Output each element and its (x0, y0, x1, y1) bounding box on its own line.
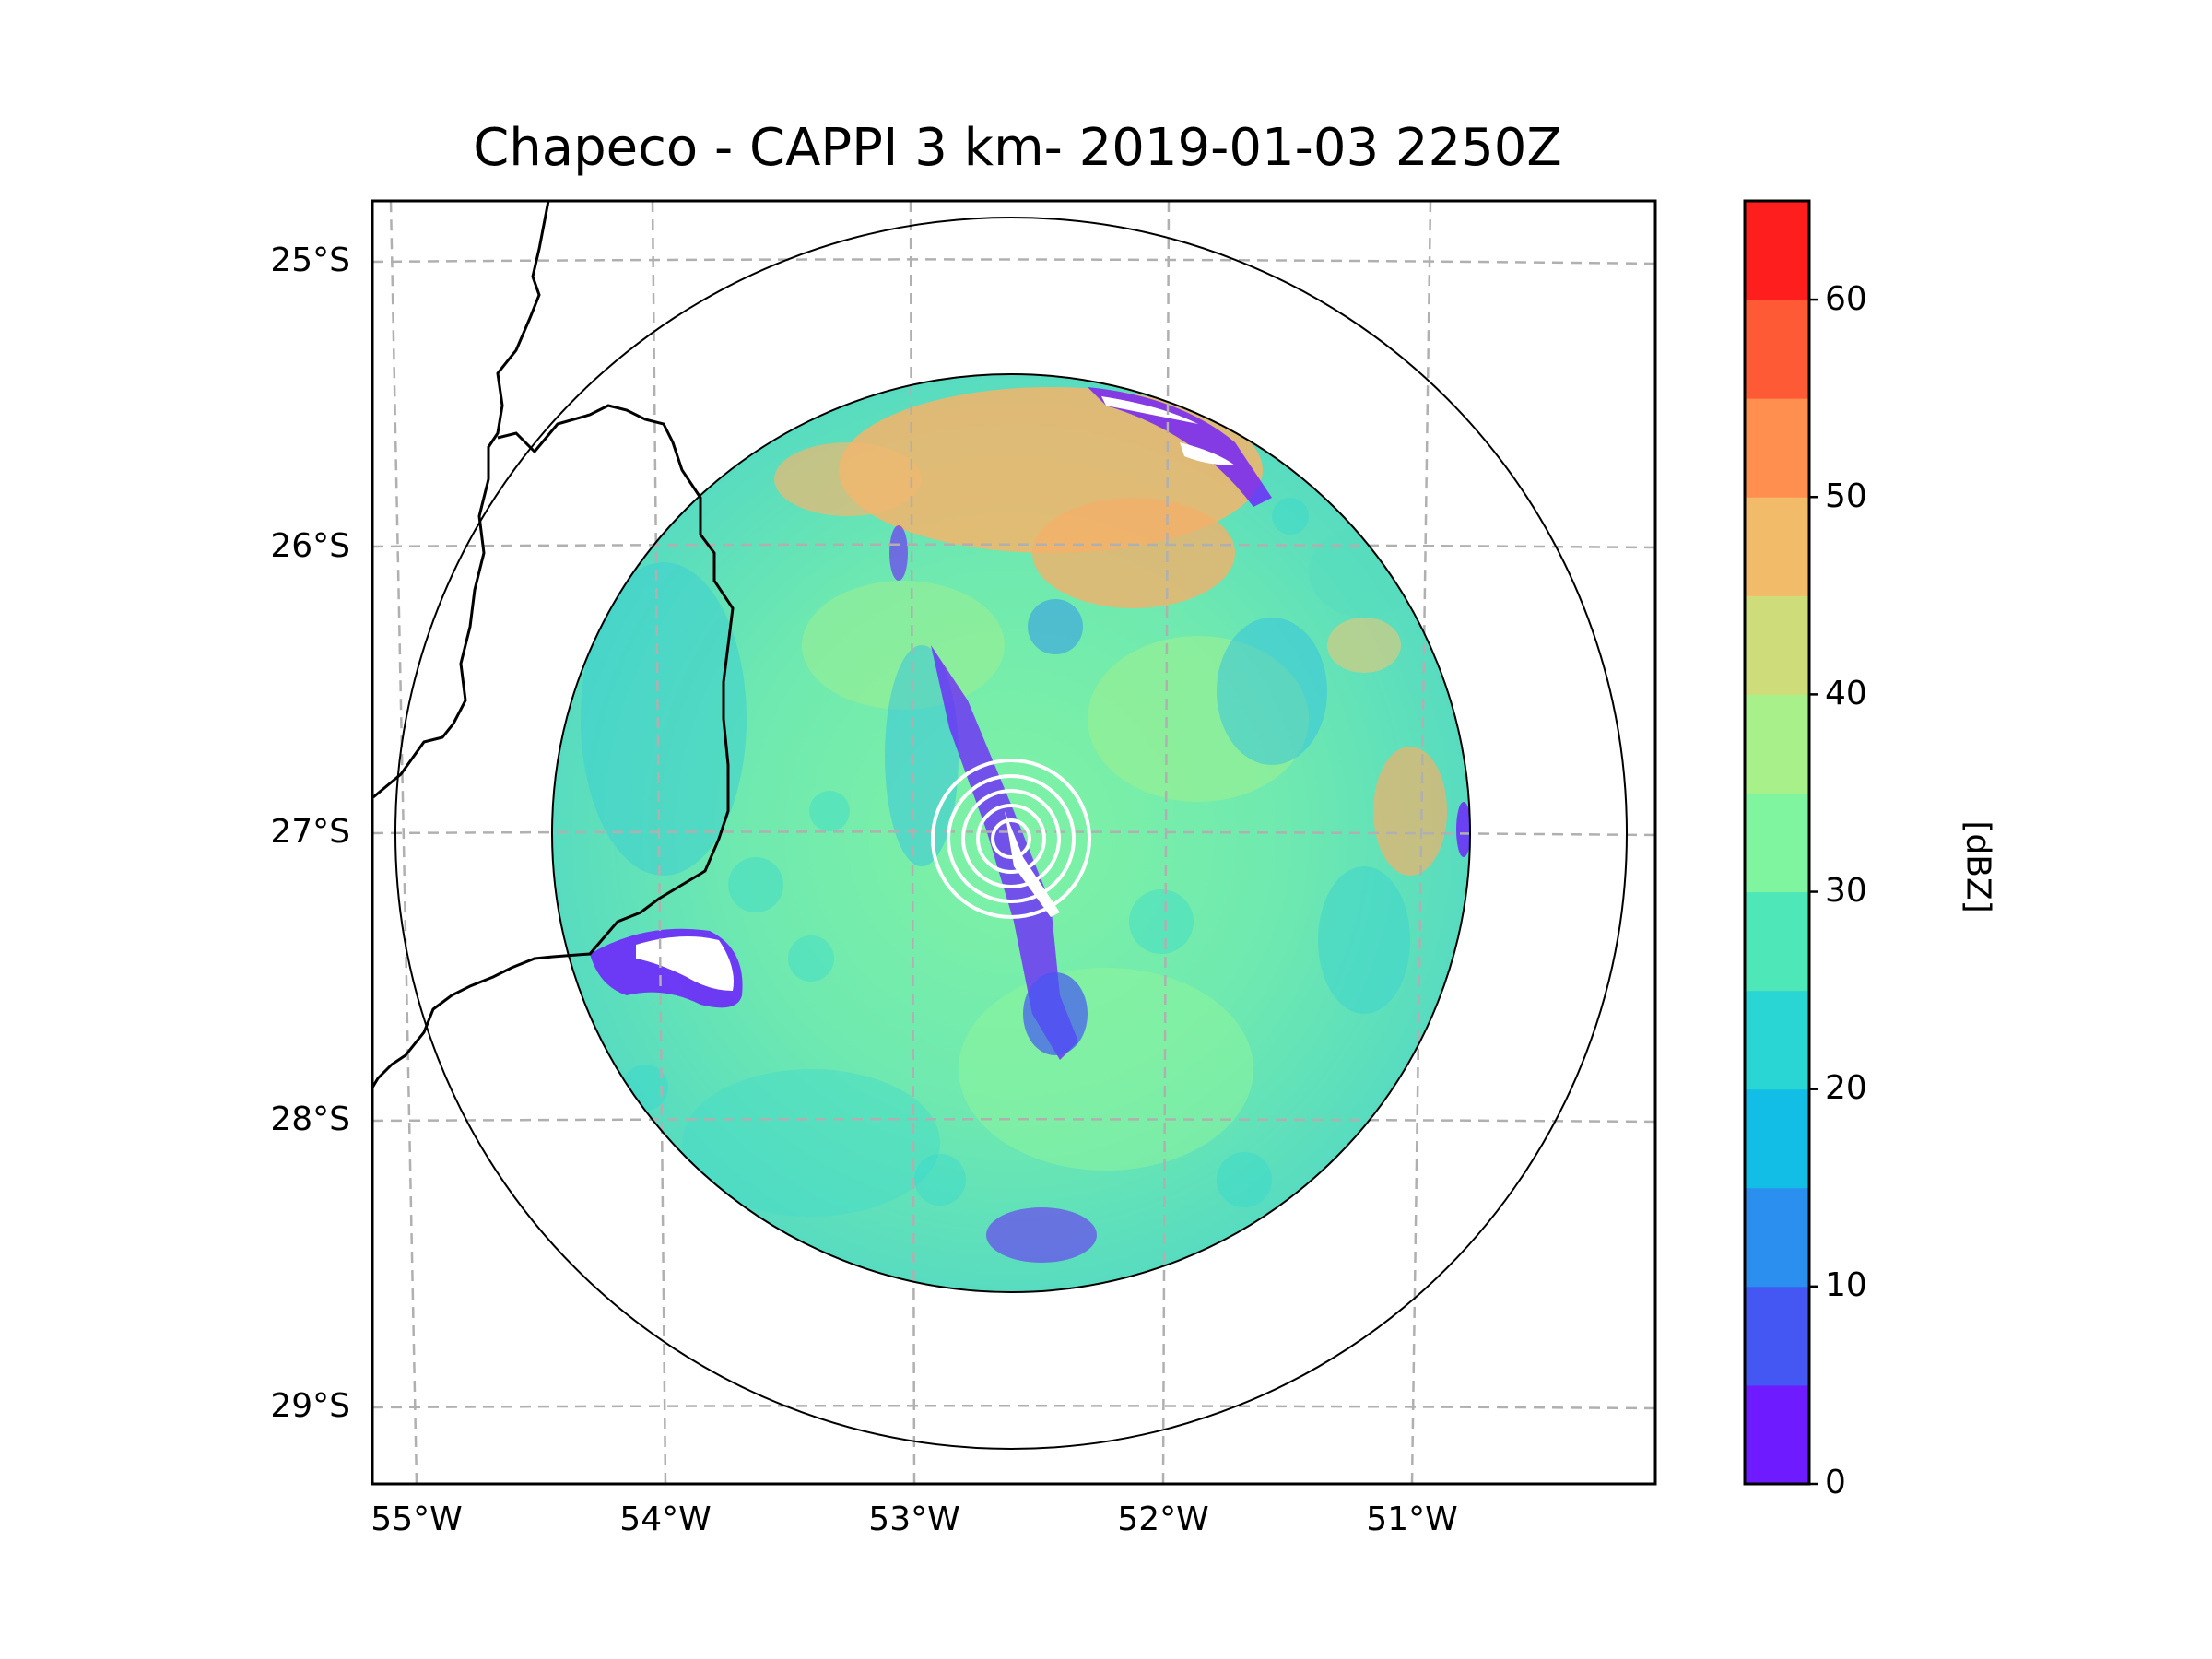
colorbar (1745, 201, 1809, 1485)
lon-label-55w: 55°W (371, 1500, 463, 1538)
colorbar-segment (1745, 1384, 1809, 1485)
map-frame (371, 199, 1657, 1486)
colorbar-segment (1745, 201, 1809, 300)
lon-label-52w: 52°W (1117, 1500, 1209, 1538)
colorbar-ticks (1809, 298, 1818, 1486)
lat-label-28s: 28°S (270, 1100, 350, 1138)
range-ring-inner (551, 373, 1471, 1293)
colorbar-segment (1745, 793, 1809, 893)
colorbar-frame (1743, 199, 1811, 1486)
colorbar-tick-40: 40 (1825, 675, 1867, 712)
colorbar-tick-60: 60 (1825, 280, 1867, 318)
range-ring-outer (394, 217, 1628, 1450)
colorbar-unit-label: [dBZ] (1959, 820, 1997, 913)
lon-label-54w: 54°W (619, 1500, 712, 1538)
lon-label-51w: 51°W (1366, 1500, 1458, 1538)
colorbar-segment (1745, 891, 1809, 992)
colorbar-tick-10: 10 (1825, 1266, 1867, 1304)
colorbar-segment (1745, 1088, 1809, 1189)
colorbar-segment (1745, 595, 1809, 695)
lat-label-29s: 29°S (270, 1387, 350, 1425)
colorbar-segment (1745, 1187, 1809, 1288)
lon-label-53w: 53°W (868, 1500, 960, 1538)
colorbar-segment (1745, 990, 1809, 1090)
colorbar-tick-20: 20 (1825, 1069, 1867, 1107)
colorbar-segment (1745, 398, 1809, 498)
radar-center-rings (931, 759, 1091, 919)
colorbar-tick-30: 30 (1825, 872, 1867, 910)
lat-label-25s: 25°S (270, 241, 350, 279)
colorbar-segment (1745, 1286, 1809, 1386)
borders (372, 201, 735, 1088)
graticule (372, 201, 1655, 1484)
colorbar-segment (1745, 694, 1809, 794)
lat-label-27s: 27°S (270, 813, 350, 851)
colorbar-segment (1745, 497, 1809, 596)
figure-title: Chapeco - CAPPI 3 km- 2019-01-03 2250Z (473, 118, 1562, 178)
colorbar-tick-0: 0 (1825, 1464, 1846, 1501)
lat-label-26s: 26°S (270, 527, 350, 565)
colorbar-tick-50: 50 (1825, 477, 1867, 515)
center-clutter (1005, 811, 1060, 917)
colorbar-segment (1745, 300, 1809, 399)
